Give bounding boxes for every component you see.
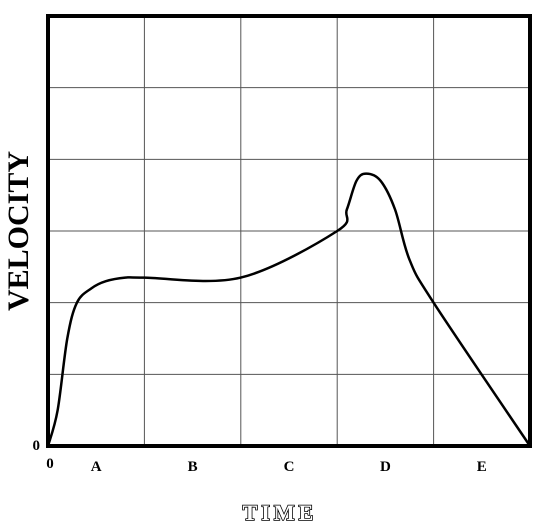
y-origin-label: 0 bbox=[33, 438, 41, 454]
x-tick-label: B bbox=[188, 459, 198, 475]
y-axis-label: VELOCITY bbox=[2, 151, 35, 311]
x-origin-label: 0 bbox=[46, 456, 54, 472]
x-tick-label: E bbox=[477, 459, 487, 475]
plot-border bbox=[46, 14, 532, 448]
velocity-curve bbox=[46, 172, 532, 448]
x-tick-labels: A B C D E bbox=[91, 459, 487, 475]
grid-lines bbox=[48, 16, 530, 446]
x-tick-label: D bbox=[380, 459, 391, 475]
x-tick-label: A bbox=[91, 459, 102, 475]
x-axis-label: TIME bbox=[243, 500, 318, 522]
x-tick-label: C bbox=[284, 459, 295, 475]
